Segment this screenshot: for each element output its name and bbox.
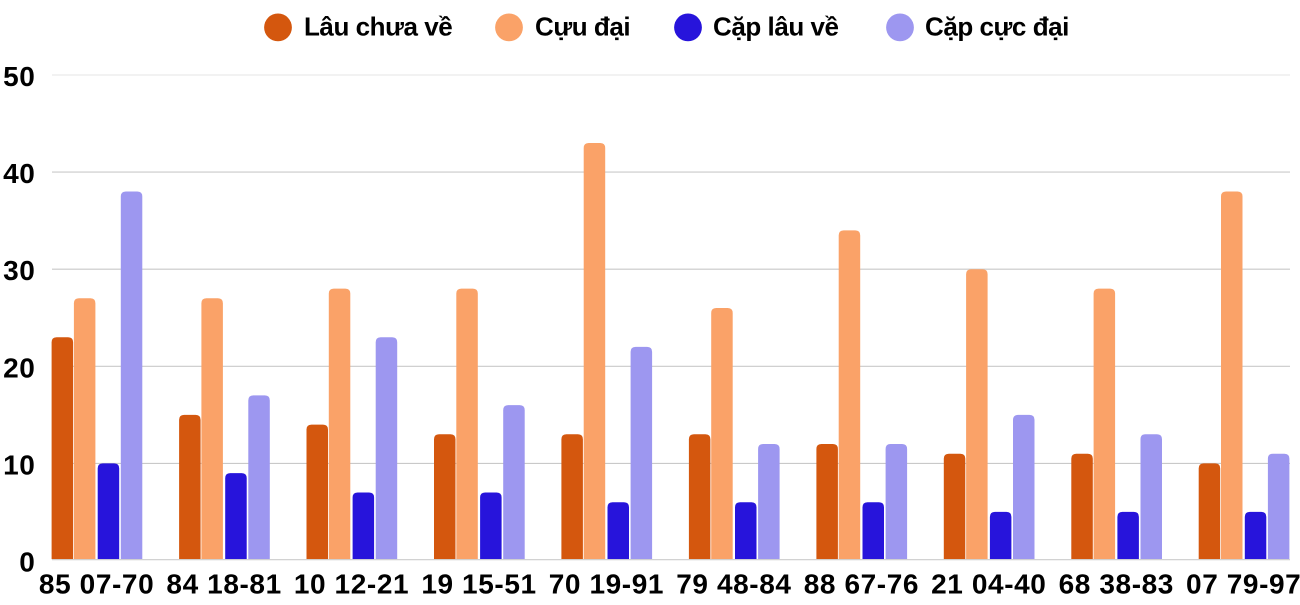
svg-text:10: 10 (3, 449, 35, 480)
svg-text:79 48-84: 79 48-84 (676, 569, 791, 600)
svg-text:20: 20 (3, 352, 35, 383)
svg-text:70 19-91: 70 19-91 (549, 569, 664, 600)
svg-text:40: 40 (3, 158, 35, 189)
svg-text:Cặp lâu về: Cặp lâu về (713, 12, 839, 42)
svg-text:30: 30 (3, 255, 35, 286)
svg-text:50: 50 (3, 61, 35, 92)
svg-text:88 67-76: 88 67-76 (804, 569, 919, 600)
svg-text:Lâu chưa về: Lâu chưa về (304, 12, 452, 42)
svg-text:Cựu đại: Cựu đại (535, 12, 630, 42)
svg-text:07 79-97: 07 79-97 (1186, 569, 1300, 600)
svg-text:21 04-40: 21 04-40 (931, 569, 1046, 600)
svg-text:0: 0 (19, 547, 35, 578)
svg-text:10 12-21: 10 12-21 (294, 569, 409, 600)
svg-text:84 18-81: 84 18-81 (166, 569, 281, 600)
svg-text:85 07-70: 85 07-70 (39, 569, 154, 600)
svg-text:19 15-51: 19 15-51 (421, 569, 536, 600)
svg-text:68 38-83: 68 38-83 (1059, 569, 1174, 600)
svg-text:Cặp cực đại: Cặp cực đại (925, 12, 1069, 42)
